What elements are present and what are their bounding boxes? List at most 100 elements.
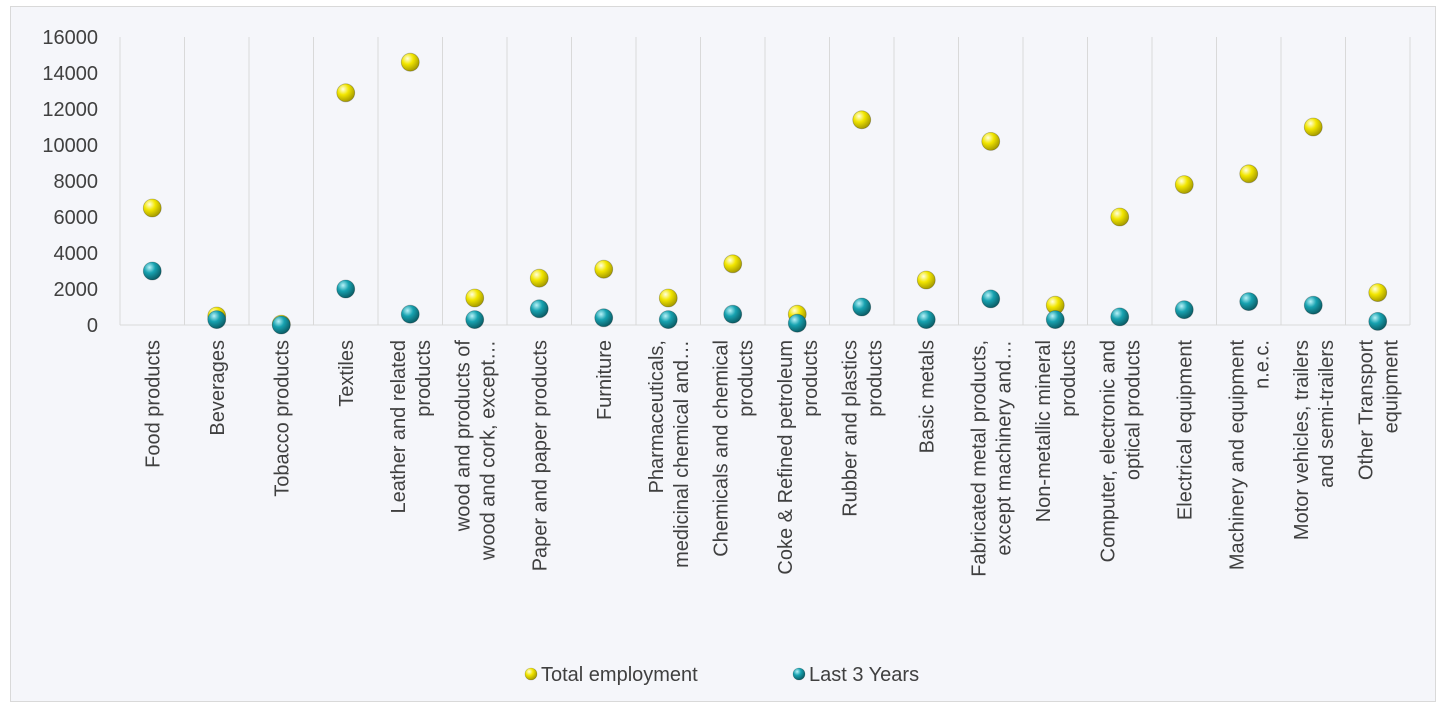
- x-tick-label: equipment: [1380, 340, 1402, 434]
- chart-frame: [10, 6, 1436, 702]
- x-category-label: Machinery and equipment n.e.c.: [1226, 340, 1273, 571]
- x-category-label: Chemicals and chemical products: [710, 340, 757, 557]
- point-last-3-years: [594, 308, 614, 328]
- point-last-3-years: [1239, 292, 1259, 312]
- x-tick-label: Fabricated metal products,: [968, 340, 990, 577]
- x-category-label: Other Transport equipment: [1355, 340, 1402, 481]
- point-last-3-years: [1110, 307, 1130, 327]
- point-last-3-years: [529, 299, 549, 319]
- x-tick-label: products: [864, 340, 886, 417]
- point-total-employment: [400, 52, 420, 72]
- x-category-label: Coke & Refined petroleum products: [775, 340, 822, 575]
- x-tick-label: Beverages: [207, 340, 229, 436]
- x-category-label: wood and products of wood and cork, excep…: [452, 340, 499, 562]
- x-tick-label: Machinery and equipment: [1226, 340, 1248, 571]
- point-last-3-years: [271, 315, 291, 335]
- x-tick-label: products: [800, 340, 822, 417]
- x-tick-label: products: [735, 340, 757, 417]
- point-last-3-years: [658, 310, 678, 330]
- y-tick-label: 0: [87, 315, 98, 337]
- x-tick-label: Leather and related: [388, 340, 410, 513]
- x-category-label: Motor vehicles, trailers and semi-trailer…: [1291, 340, 1338, 540]
- grid-lines: [119, 37, 1411, 326]
- point-total-employment: [723, 254, 743, 274]
- x-tick-label: optical products: [1122, 340, 1144, 480]
- y-axis-ticks: 0 2000 4000 6000 8000 10000 12000 14000 16000: [42, 27, 98, 337]
- x-tick-label: Coke & Refined petroleum: [775, 340, 797, 575]
- y-tick-label: 14000: [42, 63, 98, 85]
- x-tick-label: and semi-trailers: [1316, 340, 1338, 488]
- x-category-label: Basic metals: [916, 340, 938, 453]
- x-tick-label: except machinery and…: [993, 340, 1015, 556]
- point-total-employment: [465, 288, 485, 308]
- x-tick-label: Textiles: [336, 340, 358, 407]
- x-tick-label: wood and cork, except…: [477, 340, 499, 561]
- x-category-label: Electrical equipment: [1174, 340, 1196, 521]
- x-tick-label: Pharmaceuticals,: [646, 340, 668, 493]
- x-tick-label: Tobacco products: [271, 340, 293, 497]
- point-last-3-years: [916, 310, 936, 330]
- x-tick-label: Other Transport: [1355, 340, 1377, 481]
- y-tick-label: 16000: [42, 27, 98, 49]
- point-last-3-years: [1303, 295, 1323, 315]
- x-tick-label: Rubber and plastics: [839, 340, 861, 517]
- point-last-3-years: [400, 304, 420, 324]
- point-total-employment: [916, 270, 936, 290]
- point-total-employment: [1174, 175, 1194, 195]
- y-tick-label: 12000: [42, 99, 98, 121]
- x-axis-labels: Food products Beverages Tobacco products Te…: [142, 340, 1402, 577]
- x-category-label: Non-metallic mineral products: [1033, 340, 1080, 522]
- x-tick-label: Basic metals: [916, 340, 938, 453]
- point-total-employment: [529, 268, 549, 288]
- x-tick-label: Motor vehicles, trailers: [1291, 340, 1313, 540]
- point-total-employment: [658, 288, 678, 308]
- x-category-label: Leather and related products: [388, 340, 435, 513]
- x-category-label: Beverages: [207, 340, 229, 436]
- point-last-3-years: [787, 313, 807, 333]
- legend: Total employment Last 3 Years: [524, 664, 919, 686]
- point-total-employment: [981, 131, 1001, 151]
- x-category-label: Tobacco products: [271, 340, 293, 497]
- x-tick-label: Food products: [142, 340, 164, 468]
- point-last-3-years: [723, 304, 743, 324]
- x-tick-label: Electrical equipment: [1174, 340, 1196, 521]
- y-tick-label: 8000: [54, 171, 99, 193]
- x-category-label: Rubber and plastics products: [839, 340, 886, 517]
- point-total-employment: [142, 198, 162, 218]
- point-total-employment: [1303, 117, 1323, 137]
- x-tick-label: Chemicals and chemical: [710, 340, 732, 557]
- point-total-employment: [336, 83, 356, 103]
- x-tick-label: wood and products of: [452, 340, 474, 533]
- x-tick-label: Computer, electronic and: [1097, 340, 1119, 562]
- x-category-label: Textiles: [336, 340, 358, 407]
- point-total-employment: [1110, 207, 1130, 227]
- x-category-label: Pharmaceuticals, medicinal chemical and…: [646, 340, 693, 568]
- y-tick-label: 4000: [54, 243, 99, 265]
- x-tick-label: products: [1058, 340, 1080, 417]
- point-total-employment: [852, 110, 872, 130]
- x-tick-label: Furniture: [594, 340, 616, 420]
- x-category-label: Food products: [142, 340, 164, 468]
- x-category-label: Furniture: [594, 340, 616, 420]
- x-category-label: Computer, electronic and optical products: [1097, 340, 1144, 562]
- point-last-3-years: [336, 279, 356, 299]
- point-last-3-years: [1368, 311, 1388, 331]
- legend-marker: [524, 667, 538, 681]
- x-category-label: Paper and paper products: [529, 340, 551, 571]
- x-tick-label: products: [413, 340, 435, 417]
- point-last-3-years: [465, 310, 485, 330]
- x-tick-label: Non-metallic mineral: [1033, 340, 1055, 522]
- x-tick-label: medicinal chemical and…: [671, 340, 693, 568]
- x-category-label: Fabricated metal products, except machine…: [968, 340, 1015, 577]
- point-last-3-years: [852, 297, 872, 317]
- point-total-employment: [594, 259, 614, 279]
- legend-marker: [792, 667, 806, 681]
- y-tick-label: 6000: [54, 207, 99, 229]
- x-tick-label: Paper and paper products: [529, 340, 551, 571]
- legend-label: Total employment: [541, 664, 698, 686]
- x-tick-label: n.e.c.: [1251, 340, 1273, 389]
- legend-item: Last 3 Years: [792, 664, 919, 686]
- y-tick-label: 2000: [54, 279, 99, 301]
- point-total-employment: [1368, 283, 1388, 303]
